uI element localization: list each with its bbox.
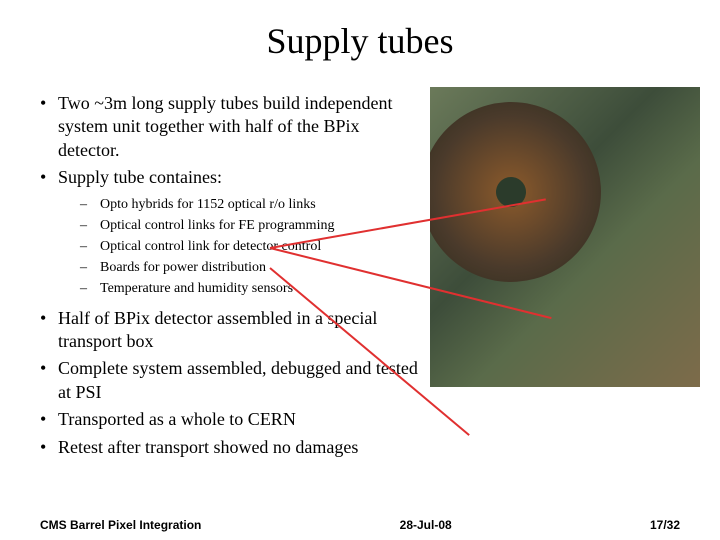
detector-photo	[430, 87, 700, 387]
sub-bullet-item: Optical control links for FE programming	[58, 215, 420, 236]
bullet-item: Transported as a whole to CERN	[40, 408, 420, 431]
main-bullet-list: Two ~3m long supply tubes build independ…	[40, 92, 420, 459]
sub-bullet-item: Boards for power distribution	[58, 257, 420, 278]
footer-page-number: 17/32	[650, 518, 680, 532]
sub-bullet-item: Temperature and humidity sensors	[58, 278, 420, 299]
bullet-item: Complete system assembled, debugged and …	[40, 357, 420, 404]
footer-left: CMS Barrel Pixel Integration	[40, 518, 201, 532]
bullet-item: Retest after transport showed no damages	[40, 436, 420, 459]
text-column: Two ~3m long supply tubes build independ…	[40, 92, 430, 463]
slide-title: Supply tubes	[0, 20, 720, 62]
bullet-item: Two ~3m long supply tubes build independ…	[40, 92, 420, 162]
sub-bullet-item: Opto hybrids for 1152 optical r/o links	[58, 194, 420, 215]
detector-ring-graphic	[430, 87, 621, 302]
slide-footer: CMS Barrel Pixel Integration 28-Jul-08 1…	[0, 518, 720, 532]
content-area: Two ~3m long supply tubes build independ…	[0, 92, 720, 463]
sub-bullet-list: Opto hybrids for 1152 optical r/o links …	[58, 194, 420, 299]
sub-bullet-item: Optical control link for detector contro…	[58, 236, 420, 257]
footer-date: 28-Jul-08	[400, 518, 452, 532]
slide: Supply tubes Two ~3m long supply tubes b…	[0, 0, 720, 540]
bullet-text: Supply tube containes:	[58, 167, 222, 187]
